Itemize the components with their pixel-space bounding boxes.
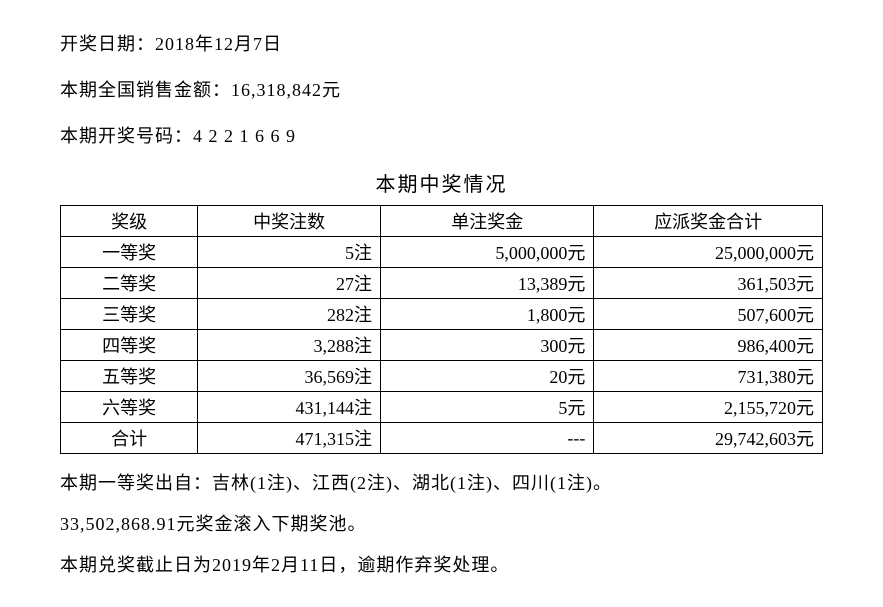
- cell-count: 282注: [198, 299, 381, 330]
- cell-unit-prize: 20元: [381, 361, 594, 392]
- col-header-level: 奖级: [61, 206, 198, 237]
- cell-unit-prize: 13,389元: [381, 268, 594, 299]
- cell-unit-prize: ---: [381, 423, 594, 454]
- cell-total-prize: 731,380元: [594, 361, 823, 392]
- cell-unit-prize: 300元: [381, 330, 594, 361]
- cell-level: 五等奖: [61, 361, 198, 392]
- cell-unit-prize: 5,000,000元: [381, 237, 594, 268]
- numbers-line: 本期开奖号码：4 2 2 1 6 6 9: [60, 122, 823, 148]
- draw-date-label: 开奖日期：: [60, 34, 155, 54]
- table-title: 本期中奖情况: [60, 168, 823, 197]
- table-row: 一等奖 5注 5,000,000元 25,000,000元: [61, 237, 823, 268]
- cell-level: 三等奖: [61, 299, 198, 330]
- sales-value: 16,318,842元: [231, 80, 341, 100]
- cell-unit-prize: 5元: [381, 392, 594, 423]
- cell-total-prize: 25,000,000元: [594, 237, 823, 268]
- numbers-label: 本期开奖号码：: [60, 126, 193, 146]
- prize-table: 奖级 中奖注数 单注奖金 应派奖金合计 一等奖 5注 5,000,000元 25…: [60, 205, 823, 454]
- cell-level: 六等奖: [61, 392, 198, 423]
- cell-count: 5注: [198, 237, 381, 268]
- col-header-total-prize: 应派奖金合计: [594, 206, 823, 237]
- cell-total-prize: 986,400元: [594, 330, 823, 361]
- cell-total-prize: 29,742,603元: [594, 423, 823, 454]
- table-row: 六等奖 431,144注 5元 2,155,720元: [61, 392, 823, 423]
- first-prize-origin: 本期一等奖出自：吉林(1注)、江西(2注)、湖北(1注)、四川(1注)。: [60, 469, 823, 495]
- table-header-row: 奖级 中奖注数 单注奖金 应派奖金合计: [61, 206, 823, 237]
- rollover-line: 33,502,868.91元奖金滚入下期奖池。: [60, 510, 823, 536]
- table-body: 一等奖 5注 5,000,000元 25,000,000元 二等奖 27注 13…: [61, 237, 823, 454]
- cell-level: 一等奖: [61, 237, 198, 268]
- table-row: 五等奖 36,569注 20元 731,380元: [61, 361, 823, 392]
- cell-total-prize: 2,155,720元: [594, 392, 823, 423]
- sales-label: 本期全国销售金额：: [60, 80, 231, 100]
- cell-total-prize: 361,503元: [594, 268, 823, 299]
- table-row: 四等奖 3,288注 300元 986,400元: [61, 330, 823, 361]
- cell-total-prize: 507,600元: [594, 299, 823, 330]
- table-row: 二等奖 27注 13,389元 361,503元: [61, 268, 823, 299]
- sales-line: 本期全国销售金额：16,318,842元: [60, 76, 823, 102]
- cell-level: 四等奖: [61, 330, 198, 361]
- cell-count: 36,569注: [198, 361, 381, 392]
- cell-level: 合计: [61, 423, 198, 454]
- numbers-value: 4 2 2 1 6 6 9: [193, 126, 296, 146]
- cell-level: 二等奖: [61, 268, 198, 299]
- cell-count: 27注: [198, 268, 381, 299]
- cell-unit-prize: 1,800元: [381, 299, 594, 330]
- cell-count: 3,288注: [198, 330, 381, 361]
- table-row: 合计 471,315注 --- 29,742,603元: [61, 423, 823, 454]
- deadline-line: 本期兑奖截止日为2019年2月11日，逾期作弃奖处理。: [60, 551, 823, 577]
- col-header-count: 中奖注数: [198, 206, 381, 237]
- table-row: 三等奖 282注 1,800元 507,600元: [61, 299, 823, 330]
- draw-date-line: 开奖日期：2018年12月7日: [60, 30, 823, 56]
- cell-count: 471,315注: [198, 423, 381, 454]
- draw-date-value: 2018年12月7日: [155, 34, 282, 54]
- cell-count: 431,144注: [198, 392, 381, 423]
- col-header-unit-prize: 单注奖金: [381, 206, 594, 237]
